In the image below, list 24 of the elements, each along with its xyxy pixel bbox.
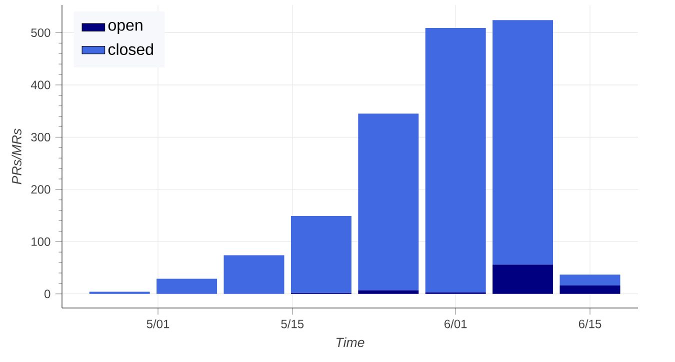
bar <box>560 286 620 294</box>
x-tick-label: 6/15 <box>578 319 602 328</box>
bar <box>224 255 284 294</box>
bar <box>156 278 218 294</box>
y-tick-label: 100 <box>32 237 50 246</box>
x-tick-label: 5/15 <box>281 319 304 328</box>
bar <box>358 114 419 290</box>
bar <box>290 216 352 293</box>
bar <box>560 274 620 286</box>
y-tick-label: 0 <box>44 290 50 298</box>
bar <box>358 290 419 294</box>
y-tick-label: 400 <box>30 80 50 90</box>
bar <box>492 264 554 294</box>
y-tick-label: 300 <box>31 132 50 142</box>
x-tick-label: 5/01 <box>146 319 170 328</box>
x-tick-label: 6/01 <box>444 319 467 328</box>
legend-label: open <box>108 22 142 34</box>
x-axis-title: Time <box>336 337 364 348</box>
y-tick-label: 500 <box>31 28 50 37</box>
y-axis-title: PRs/MRs <box>12 128 22 184</box>
legend-label: closed <box>108 43 153 56</box>
y-tick-label: 200 <box>31 185 50 194</box>
bar <box>492 20 554 265</box>
bar <box>425 28 486 292</box>
